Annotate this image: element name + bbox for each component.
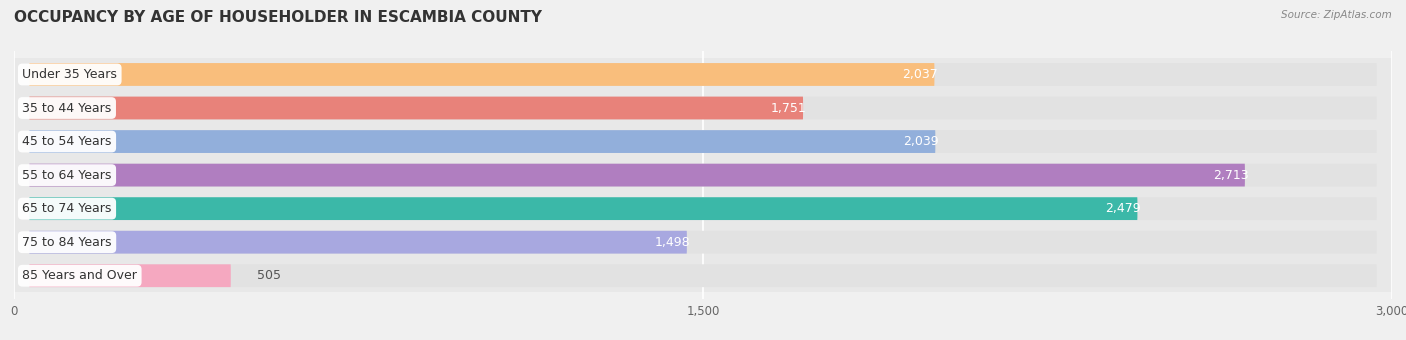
FancyBboxPatch shape	[30, 97, 1376, 119]
FancyBboxPatch shape	[30, 130, 1376, 153]
Text: 65 to 74 Years: 65 to 74 Years	[22, 202, 111, 215]
Bar	[14, 259, 1392, 292]
FancyBboxPatch shape	[30, 264, 1376, 287]
Bar	[14, 125, 1392, 158]
FancyBboxPatch shape	[30, 63, 935, 86]
Text: 2,479: 2,479	[1105, 202, 1142, 215]
Text: 505: 505	[257, 269, 281, 282]
FancyBboxPatch shape	[30, 63, 1376, 86]
Text: 45 to 54 Years: 45 to 54 Years	[22, 135, 111, 148]
Bar	[14, 225, 1392, 259]
Text: 85 Years and Over: 85 Years and Over	[22, 269, 138, 282]
Text: 2,713: 2,713	[1213, 169, 1249, 182]
Bar	[14, 158, 1392, 192]
FancyBboxPatch shape	[30, 164, 1376, 187]
Text: Source: ZipAtlas.com: Source: ZipAtlas.com	[1281, 10, 1392, 20]
Text: 2,039: 2,039	[904, 135, 939, 148]
Text: 35 to 44 Years: 35 to 44 Years	[22, 102, 111, 115]
FancyBboxPatch shape	[30, 197, 1376, 220]
FancyBboxPatch shape	[30, 130, 935, 153]
Bar	[14, 58, 1392, 91]
Text: 55 to 64 Years: 55 to 64 Years	[22, 169, 111, 182]
FancyBboxPatch shape	[30, 231, 688, 254]
Text: 1,751: 1,751	[770, 102, 807, 115]
FancyBboxPatch shape	[30, 264, 231, 287]
Bar	[14, 192, 1392, 225]
FancyBboxPatch shape	[30, 164, 1244, 187]
Text: 75 to 84 Years: 75 to 84 Years	[22, 236, 112, 249]
Text: OCCUPANCY BY AGE OF HOUSEHOLDER IN ESCAMBIA COUNTY: OCCUPANCY BY AGE OF HOUSEHOLDER IN ESCAM…	[14, 10, 543, 25]
Bar	[14, 91, 1392, 125]
Text: 1,498: 1,498	[655, 236, 690, 249]
FancyBboxPatch shape	[30, 97, 803, 119]
Text: 2,037: 2,037	[903, 68, 938, 81]
Text: Under 35 Years: Under 35 Years	[22, 68, 117, 81]
FancyBboxPatch shape	[30, 197, 1137, 220]
FancyBboxPatch shape	[30, 231, 1376, 254]
